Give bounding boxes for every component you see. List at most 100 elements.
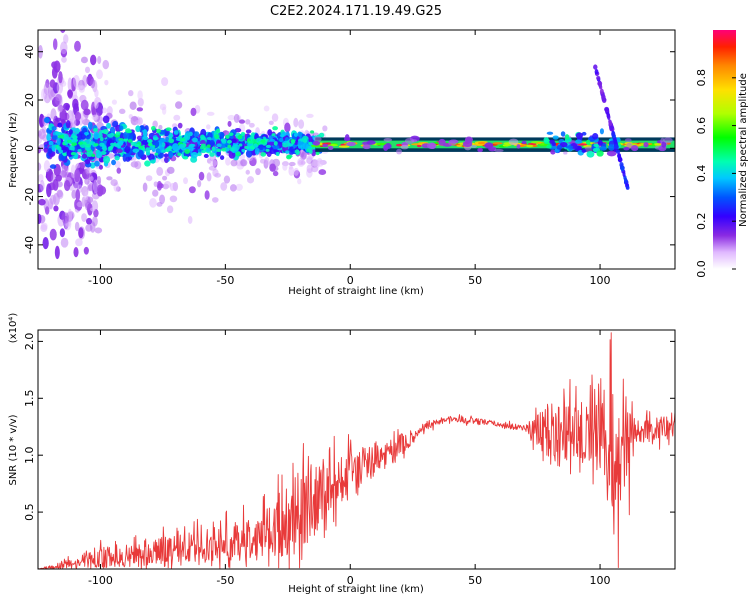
spectrogram-xlabel: Height of straight line (km) [288,286,424,297]
spectrogram-cell [70,151,77,156]
spectrogram-cell [366,140,376,145]
spectrogram-cell [254,147,260,155]
spectrogram-cell [85,143,92,148]
spectrogram-cell [225,157,231,166]
spectrogram-cell [205,147,211,153]
spectrogram-cell [50,108,57,120]
spectrogram-cell [563,151,568,155]
spectrogram-y-ticks: -40 -20 0 20 40 [23,45,675,254]
spectrogram-cell [543,137,549,143]
spectrogram-cell [211,146,216,152]
spectrogram-cell [76,201,85,208]
spectrogram-cell [93,143,99,147]
spectrogram-cell [39,179,45,192]
spectrogram-cell [285,150,290,154]
spectrogram-cell [293,132,298,137]
spectrogram-cell [66,139,72,143]
spectrogram-cell [96,69,103,80]
spectrogram-cell [62,152,67,157]
spectrogram-cell [546,131,554,135]
spectrogram-cell [61,212,70,224]
spectrogram-cell [77,148,82,153]
colorbar-tick-label: 0.4 [695,165,708,183]
spectrogram-cell [216,128,221,134]
spectrogram-cell [173,114,181,121]
spectrogram-cell [65,120,71,129]
spectrogram-cell [604,106,610,112]
spectrogram-cell [142,135,149,141]
spectrogram-cell [93,131,100,140]
colorbar-gradient [713,30,736,269]
spectrogram-cell [615,149,621,154]
spectrogram-cell [606,150,617,157]
spectrogram-cell [175,89,183,95]
spectrogram-cell [305,159,311,164]
spectrogram-cell [288,166,295,176]
spectrogram-cell [84,66,91,74]
spectrogram-cell [93,209,99,218]
spectrogram-cell [268,120,274,126]
spectrogram-cell [297,178,302,185]
spectrogram-cell [267,141,275,146]
spectrogram-cell [477,141,486,145]
spectrogram-cell [596,76,601,81]
spectrogram-cell [282,163,288,171]
spectrogram-cell [271,133,276,137]
spectrogram-cell [97,56,102,65]
spectrogram-cell [94,227,103,234]
spectrogram-cell [245,129,252,134]
spectrogram-cell [46,183,52,198]
spectrogram-cell [284,122,291,133]
spectrogram-cell [137,149,144,158]
spectrogram-cell [60,41,68,55]
spectrogram-cell [272,170,279,177]
spectrogram-cell [154,152,159,156]
spectrogram-cell [145,175,153,182]
spectrogram-cell [235,151,242,157]
spectrogram-cell [142,182,148,192]
spectrogram-cell [593,64,598,70]
spectrogram-cell [614,144,619,150]
spectrogram-cell [85,224,93,232]
spectrogram-cell [59,170,68,178]
snr-frame [37,329,676,570]
spectrogram-cell [80,99,89,111]
spectrogram-cell [610,125,614,131]
spectrogram-cell [260,139,266,143]
spectrogram-cell [89,176,94,181]
spectrogram-cell [90,207,96,212]
spectrogram-cell [108,145,113,151]
spectrogram-cell [149,145,155,150]
y-tick-label: -40 [23,236,36,254]
spectrogram-cell [79,162,86,169]
spectrogram-cell [540,142,545,146]
spectrogram-cell [617,157,623,163]
spectrogram-cell [71,88,78,100]
spectrogram-cell [38,144,45,151]
spectrogram-cell [577,145,583,151]
spectrogram-cell [477,147,483,153]
spectrogram-cell [198,171,205,181]
spectrogram-cell [383,144,389,151]
spectrogram-cell [51,135,59,140]
spectrogram-cell [61,56,67,63]
spectrogram-cell [223,175,231,184]
spectrogram-cell [623,146,630,151]
spectrogram-cell [125,156,131,162]
spectrogram-cell [625,185,630,190]
spectrogram-cell [608,120,613,126]
spectrogram-cell [188,186,196,194]
spectrogram-cell [308,141,313,146]
spectrogram-cell [230,138,237,143]
spectrogram-cell [411,139,418,143]
spectrogram-cell [508,138,519,146]
spectrogram-cell [56,190,64,200]
spectrogram-cell [260,152,267,157]
x-tick-label: -50 [216,574,234,587]
spectrogram-cell [279,137,284,143]
spectrogram-cell [43,148,49,153]
spectrogram-cell [206,172,212,182]
spectrogram-cell [84,159,91,165]
spectrogram-cell [279,133,285,138]
spectrogram-cell [191,137,198,143]
